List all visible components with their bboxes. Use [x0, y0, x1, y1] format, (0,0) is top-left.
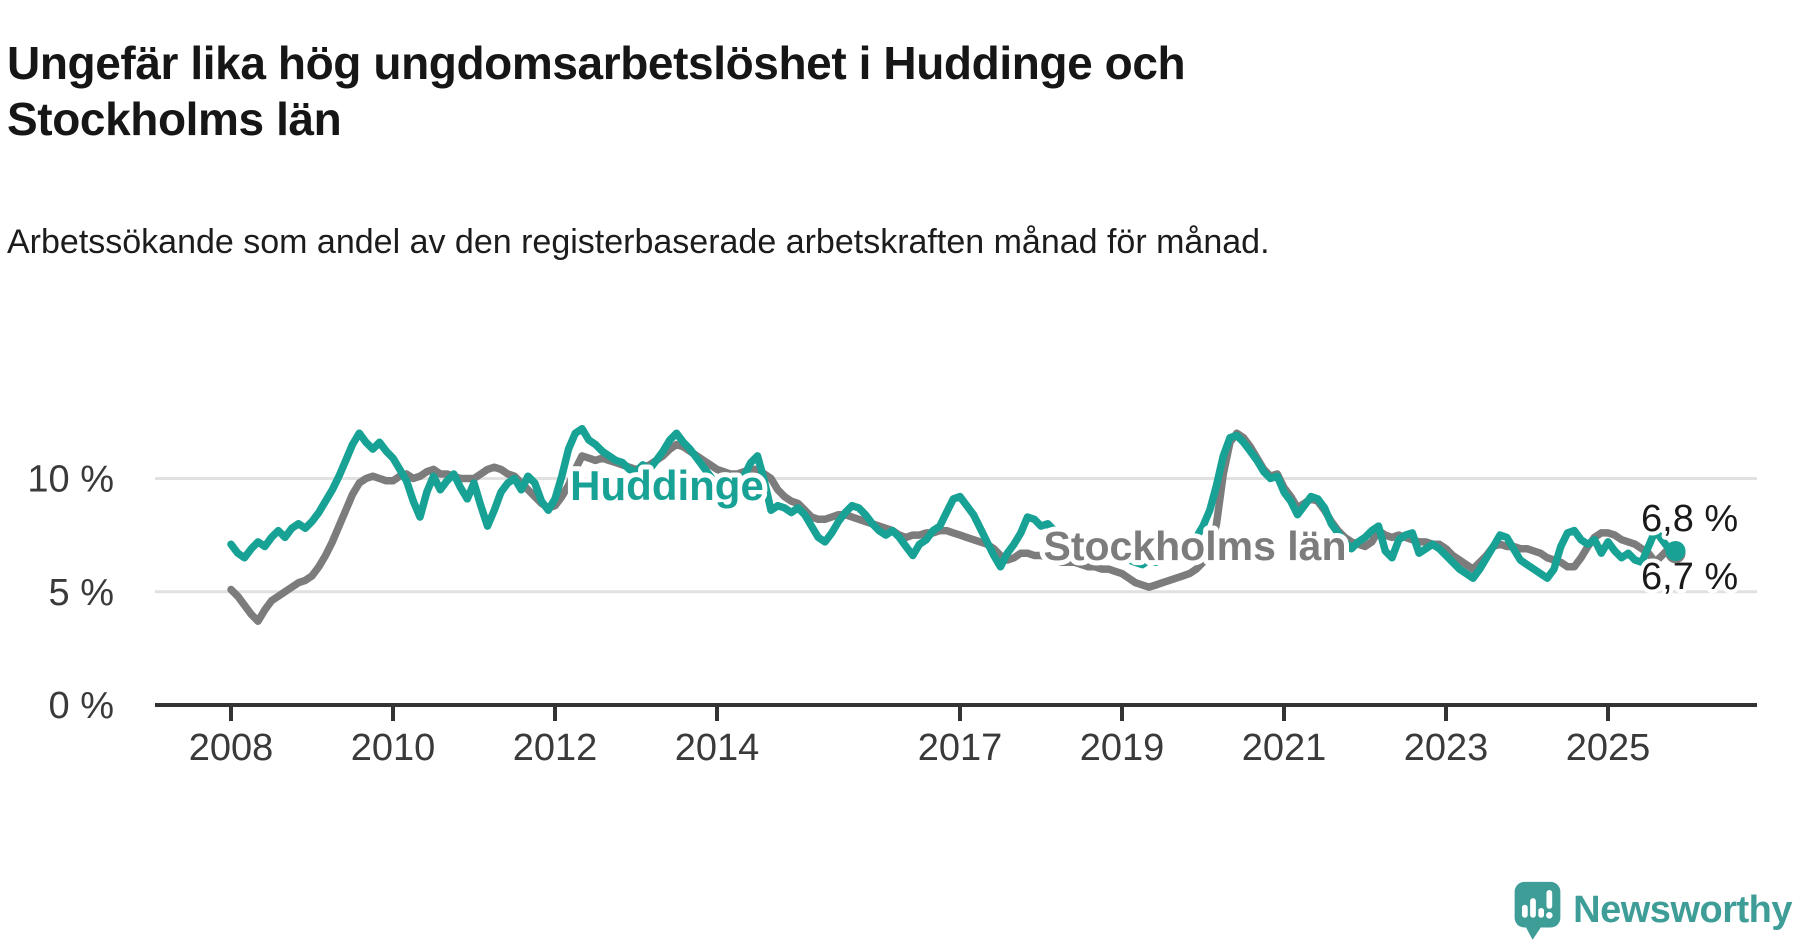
x-tick-label-2019: 2019	[1080, 727, 1165, 769]
huddinge-end-value-label: 6,8 %	[1641, 498, 1738, 540]
x-tick-label-2017: 2017	[918, 727, 1003, 769]
x-tick-label-2012: 2012	[513, 727, 598, 769]
y-tick-label-0: 0 %	[49, 685, 114, 727]
chart-subtitle: Arbetssökande som andel av den registerb…	[7, 223, 1270, 261]
page-title: Ungefär lika hög ungdomsarbetslöshet i H…	[7, 36, 1186, 145]
x-tick-label-2021: 2021	[1242, 727, 1327, 769]
x-tick-label-2014: 2014	[675, 727, 760, 769]
y-tick-label-10: 10 %	[27, 459, 114, 501]
x-tick-label-2023: 2023	[1404, 727, 1489, 769]
y-tick-label-5: 5 %	[49, 572, 114, 614]
huddinge-end-marker	[1665, 540, 1686, 561]
x-tick-label-2025: 2025	[1566, 727, 1651, 769]
x-tick-label-2008: 2008	[189, 727, 274, 769]
huddinge-series-label: Huddinge	[570, 462, 764, 509]
newsworthy-logo-icon	[1514, 881, 1561, 940]
stockholms-län-series-label: Stockholms län	[1043, 523, 1346, 569]
brand-footer: Newsworthy	[1513, 880, 1792, 940]
brand-name: Newsworthy	[1573, 888, 1792, 931]
line-chart: 2008 2010 2012 2014 2017 2019 2021 2023 2025 0 % 5…	[27, 424, 1757, 769]
stockholms-län-end-value-label: 6,7 %	[1641, 556, 1738, 598]
x-tick-label-2010: 2010	[351, 727, 436, 769]
huddinge-line	[227, 424, 1680, 582]
